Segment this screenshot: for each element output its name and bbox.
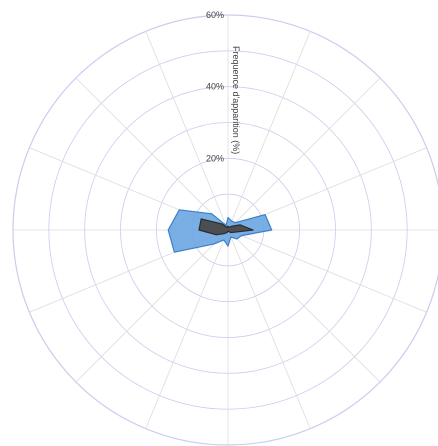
chart-labels: Frequence d'apparition (%) 20% 40% 60% — [206, 10, 241, 163]
grid-spoke — [75, 229, 229, 383]
r-tick-label: 40% — [206, 82, 224, 92]
r-axis-title: Frequence d'apparition (%) — [231, 46, 241, 154]
grid-spoke — [227, 77, 381, 231]
grid-spoke — [227, 229, 311, 429]
series-2-area — [198, 218, 254, 236]
grid-spoke — [145, 229, 229, 429]
r-tick-label: 20% — [206, 153, 224, 163]
grid-spoke — [227, 31, 311, 231]
grid-spoke — [227, 229, 427, 313]
grid-spoke — [227, 229, 381, 383]
r-tick-label: 60% — [206, 10, 224, 20]
chart-series — [167, 209, 273, 253]
chart-grid — [12, 14, 438, 446]
grid-spoke — [75, 77, 229, 231]
grid-spoke — [145, 31, 229, 231]
